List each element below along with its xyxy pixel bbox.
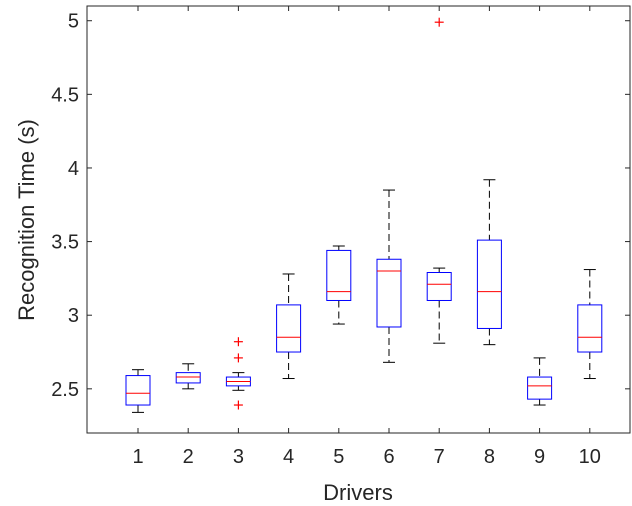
x-tick-label: 10 <box>579 446 601 468</box>
box-group-driver-2 <box>175 363 201 390</box>
y-axis-ticks: 2.5 3 3.5 4 4.5 5 <box>51 11 630 401</box>
y-tick-label: 4 <box>68 158 79 180</box>
iqr-box <box>276 304 302 353</box>
box-group-driver-4 <box>276 273 302 380</box>
iqr-box <box>125 375 151 406</box>
y-tick-label: 4.5 <box>51 84 79 106</box>
x-tick-label: 7 <box>434 446 445 468</box>
outlier-marker <box>233 400 243 410</box>
box-group-driver-9 <box>527 357 553 406</box>
x-tick-label: 9 <box>534 446 545 468</box>
y-axis-title: Recognition Time (s) <box>14 119 39 321</box>
iqr-box <box>426 272 452 301</box>
x-axis-title: Drivers <box>323 480 393 505</box>
box-group-driver-10 <box>577 269 603 380</box>
x-tick-label: 3 <box>233 446 244 468</box>
box-group-driver-3 <box>225 337 251 410</box>
iqr-box <box>326 249 352 301</box>
outlier-marker <box>434 17 444 27</box>
plot-frame <box>86 5 631 434</box>
box-group-driver-6 <box>376 189 402 363</box>
x-tick-label: 4 <box>283 446 294 468</box>
box-group-driver-8 <box>476 179 502 346</box>
x-tick-label: 8 <box>484 446 495 468</box>
iqr-box <box>476 239 502 329</box>
x-tick-label: 5 <box>333 446 344 468</box>
y-tick-label: 2.5 <box>51 379 79 401</box>
x-tick-label: 1 <box>132 446 143 468</box>
box-group-driver-1 <box>125 369 151 413</box>
x-tick-label: 2 <box>183 446 194 468</box>
outlier-marker <box>233 353 243 363</box>
y-tick-label: 5 <box>68 11 79 33</box>
x-tick-label: 6 <box>383 446 394 468</box>
iqr-box <box>376 258 402 328</box>
box-group-driver-7 <box>426 17 452 344</box>
x-axis-ticks: 1 2 3 4 5 6 7 8 9 10 <box>132 6 601 468</box>
outlier-marker <box>233 337 243 347</box>
iqr-box <box>527 376 553 400</box>
y-tick-label: 3 <box>68 305 79 327</box>
iqr-box <box>175 372 201 384</box>
box-group-driver-5 <box>326 245 352 325</box>
y-tick-label: 3.5 <box>51 232 79 254</box>
iqr-box <box>577 304 603 353</box>
plot-marks <box>125 17 603 413</box>
